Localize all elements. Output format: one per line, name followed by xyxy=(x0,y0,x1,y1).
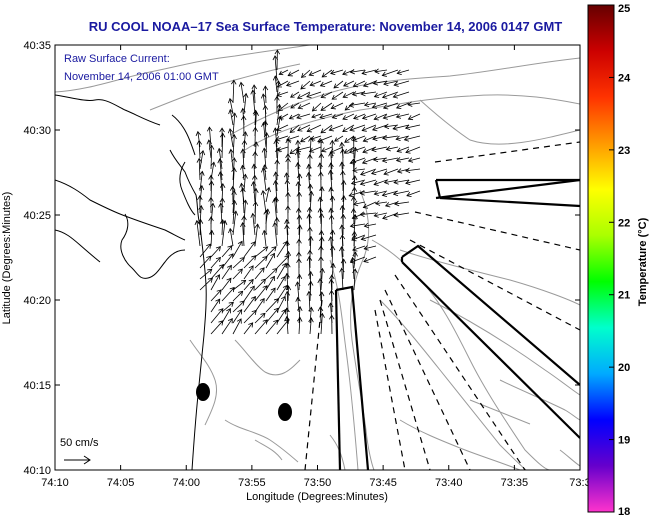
x-tick-label: 73:35 xyxy=(501,477,529,489)
colorbar-tick-label: 20 xyxy=(618,362,630,374)
current-annotation-line2: November 14, 2006 01:00 GMT xyxy=(64,71,219,83)
scale-arrow: 50 cm/s xyxy=(60,437,99,465)
coastline xyxy=(55,94,207,470)
plot-frame xyxy=(54,44,581,471)
x-tick-label: 73:50 xyxy=(304,477,332,489)
y-tick-label: 40:25 xyxy=(23,210,51,222)
current-vectors xyxy=(194,49,421,335)
colorbar-tick-label: 21 xyxy=(618,290,630,302)
x-tick-label: 73:40 xyxy=(435,477,463,489)
scale-label: 50 cm/s xyxy=(60,437,99,449)
colorbar-label: Temperature (°C) xyxy=(637,217,649,306)
x-tick-label: 73:3 xyxy=(569,477,590,489)
colorbar-tick-label: 18 xyxy=(618,506,630,518)
y-tick-label: 40:15 xyxy=(23,380,51,392)
colorbar-tick-label: 22 xyxy=(618,217,630,229)
x-axis: 74:10 74:05 74:00 73:55 73:50 73:45 73:40 73:35… xyxy=(41,45,591,489)
x-tick-label: 74:10 xyxy=(41,477,69,489)
y-tick-label: 40:30 xyxy=(23,125,51,137)
radar-coverage-boundaries xyxy=(304,141,580,470)
y-tick-label: 40:35 xyxy=(23,40,51,52)
map-title: RU COOL NOAA–17 Sea Surface Temperature:… xyxy=(88,19,563,34)
y-tick-label: 40:10 xyxy=(23,465,51,477)
radar-site-marker xyxy=(196,383,210,401)
y-tick-label: 40:20 xyxy=(23,295,51,307)
y-axis: 40:35 40:30 40:25 40:20 40:15 40:10 xyxy=(23,40,580,477)
colorbar-ticks: 25 24 23 22 21 20 19 18 xyxy=(609,3,631,518)
y-axis-label: Latitude (Degrees:Minutes) xyxy=(1,192,13,325)
bathymetry-contours xyxy=(55,45,580,470)
colorbar-tick-label: 25 xyxy=(618,3,630,15)
x-axis-label: Longitude (Degrees:Minutes) xyxy=(246,491,388,503)
x-tick-label: 74:05 xyxy=(107,477,135,489)
x-tick-label: 74:00 xyxy=(172,477,200,489)
colorbar-tick-label: 24 xyxy=(618,72,631,84)
current-annotation-line1: Raw Surface Current: xyxy=(64,53,170,65)
x-tick-label: 73:45 xyxy=(369,477,397,489)
radar-site-marker xyxy=(278,403,292,421)
colorbar xyxy=(587,4,615,513)
colorbar-tick-label: 19 xyxy=(618,435,630,447)
map-area xyxy=(55,45,580,470)
colorbar-tick-label: 23 xyxy=(618,145,630,157)
x-tick-label: 73:55 xyxy=(238,477,266,489)
